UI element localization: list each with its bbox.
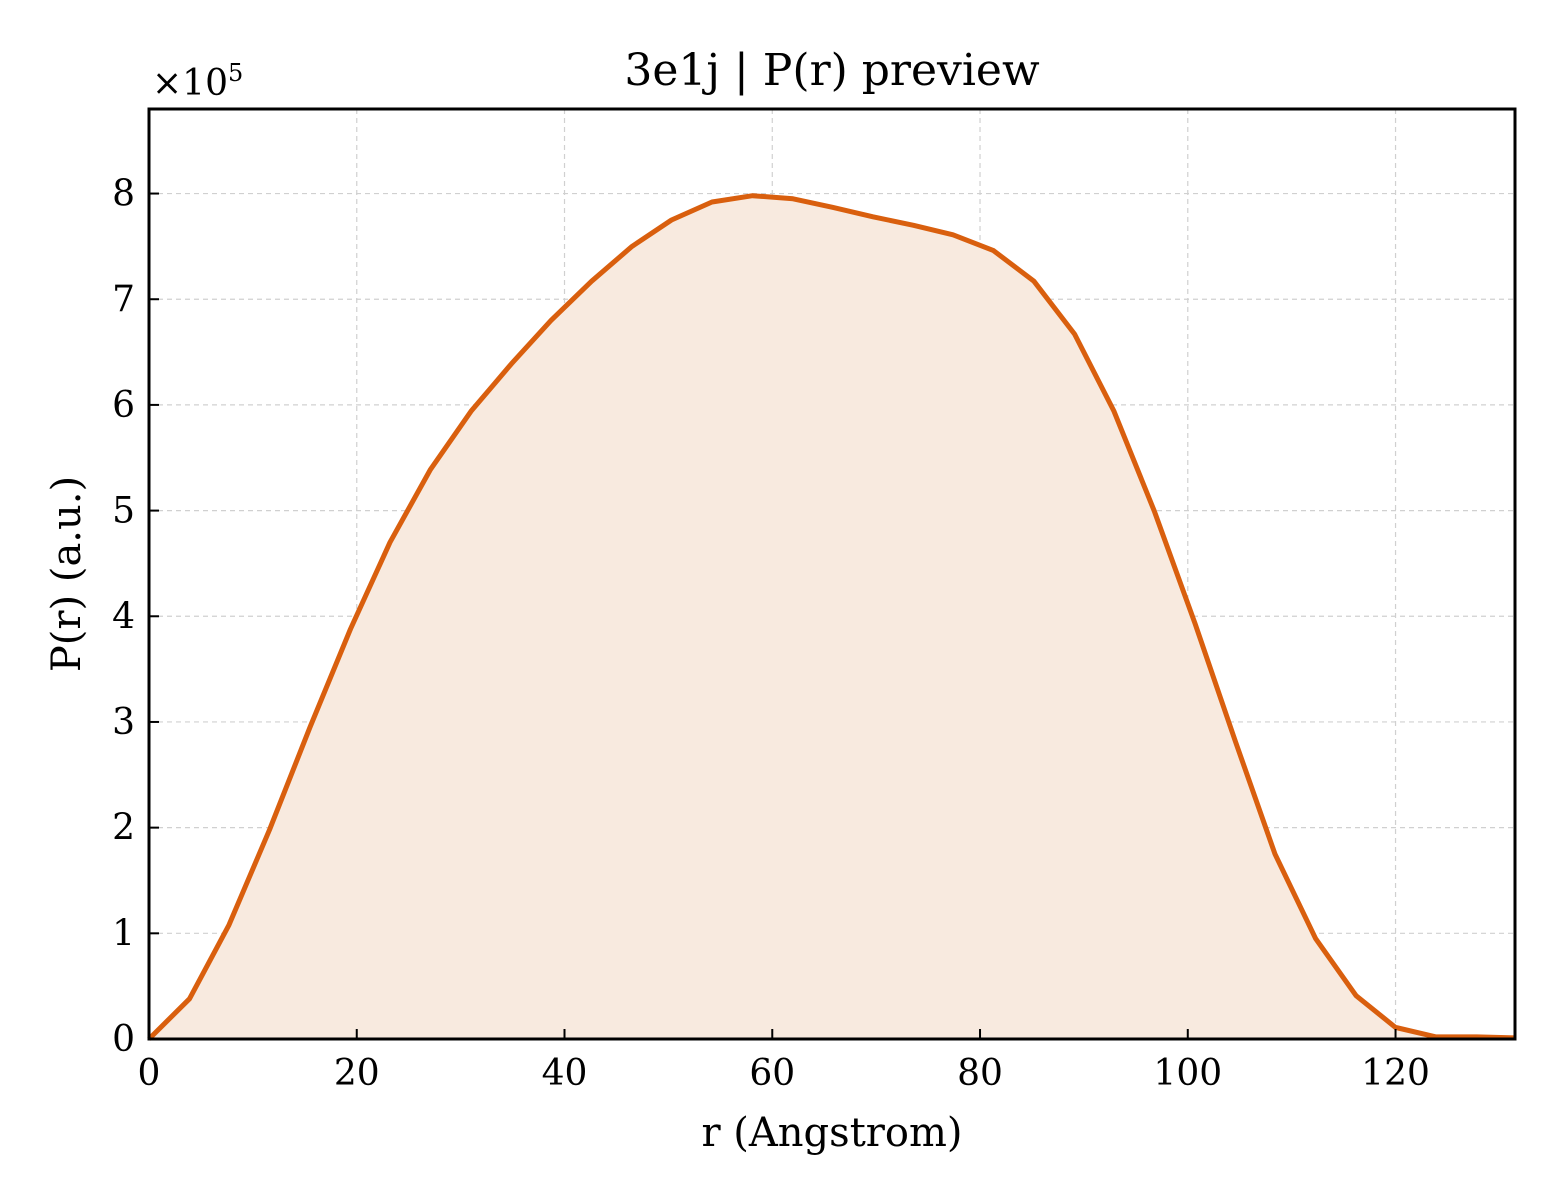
x-tick-label: 80: [957, 1053, 1003, 1094]
chart-title: 3e1j | P(r) preview: [624, 45, 1040, 96]
y-tick-label: 4: [112, 596, 135, 637]
y-multiplier: ×105: [152, 59, 243, 104]
plot-frame: [147, 107, 1517, 1041]
x-tick-label: 60: [749, 1053, 795, 1094]
y-multiplier-base: ×10: [152, 63, 228, 104]
y-tick-label: 2: [112, 808, 135, 849]
y-tick-label: 6: [112, 385, 135, 426]
ticks: 0 20 40 60 80 100 120 0 1 2 3 4 5 6 7 8: [112, 174, 1430, 1094]
y-tick-label: 7: [112, 279, 135, 320]
area-fill: [149, 195, 1515, 1039]
y-tick-label: 0: [112, 1019, 135, 1060]
x-axis-title: r (Angstrom): [701, 1110, 962, 1156]
y-tick-label: 5: [112, 491, 135, 532]
y-multiplier-exponent: 5: [228, 59, 243, 87]
x-tick-label: 100: [1153, 1053, 1222, 1094]
y-tick-label: 8: [112, 174, 135, 215]
y-axis-title: P(r) (a.u.): [44, 476, 90, 672]
x-tick-label: 20: [334, 1053, 380, 1094]
x-tick-label: 120: [1361, 1053, 1430, 1094]
x-tick-label: 0: [138, 1053, 161, 1094]
y-tick-label: 3: [112, 702, 135, 743]
x-tick-label: 40: [542, 1053, 588, 1094]
series-line: [147, 193, 1516, 1041]
y-tick-label: 1: [112, 913, 135, 954]
